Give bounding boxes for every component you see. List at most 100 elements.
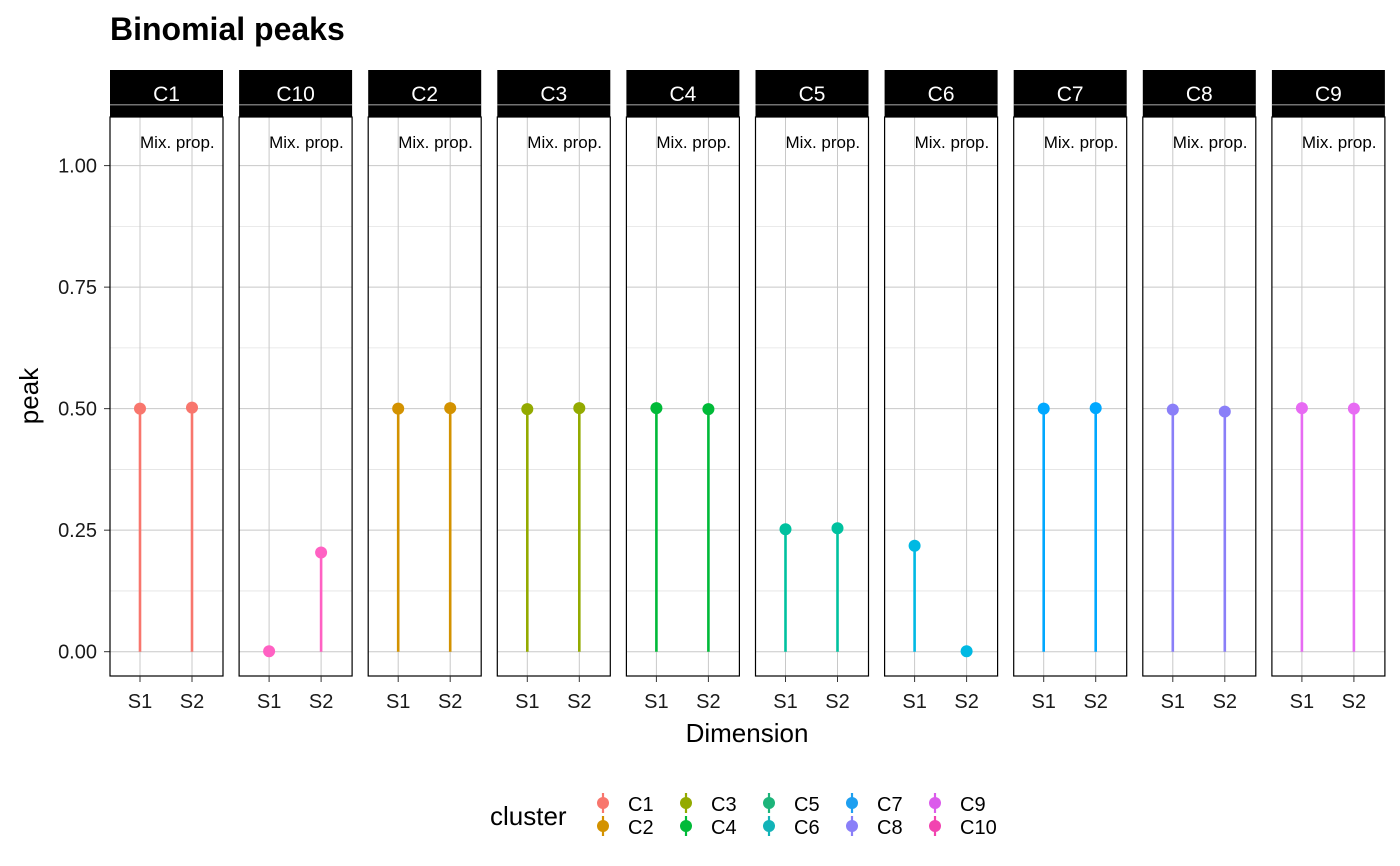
- mix-prop-annotation: Mix. prop.: [1044, 133, 1119, 152]
- panel-border: [1142, 116, 1257, 677]
- mix-prop-annotation: Mix. prop.: [1302, 133, 1377, 152]
- x-tick-label: S1: [1161, 691, 1185, 713]
- legend-label: C7: [877, 794, 903, 816]
- y-axis-title: peak: [14, 367, 44, 424]
- strip-label: C8: [1186, 83, 1213, 106]
- point-s2: [1089, 402, 1102, 415]
- x-tick-label: S2: [180, 691, 204, 713]
- x-tick-label: S1: [902, 691, 926, 713]
- strip-header: [497, 70, 611, 117]
- mix-prop-annotation: Mix. prop.: [1173, 133, 1248, 152]
- panel-border: [883, 116, 999, 677]
- panel-border: [754, 116, 870, 677]
- strip-header: [1013, 70, 1127, 117]
- strip-label: C4: [669, 83, 696, 106]
- legend-item-c9: C9: [929, 793, 986, 816]
- point-s2: [1347, 402, 1360, 415]
- strip-label: C9: [1315, 83, 1342, 106]
- facet-panel-c8: C8 Mix. prop. S1 S2: [1142, 70, 1257, 713]
- x-tick-label: S1: [128, 691, 152, 713]
- legend-key-point: [597, 820, 609, 832]
- y-tick-label: 0.50: [58, 399, 97, 421]
- legend-item-c10: C10: [929, 816, 997, 839]
- point-s2: [702, 403, 715, 416]
- legend-key-point: [680, 797, 692, 809]
- facet-panel-c1: C1 Mix. prop. S1 S2: [109, 70, 224, 713]
- point-s1: [1166, 403, 1179, 416]
- panel-border: [496, 116, 611, 677]
- mix-prop-annotation: Mix. prop.: [140, 133, 215, 152]
- legend-key-point: [929, 820, 941, 832]
- x-tick-label: S2: [309, 691, 333, 713]
- facet-panel-c2: C2 Mix. prop. S1 S2: [367, 70, 482, 713]
- x-axis-title: Dimension: [686, 718, 809, 748]
- x-tick-label: S2: [954, 691, 978, 713]
- point-s2: [960, 645, 973, 658]
- mix-prop-annotation: Mix. prop.: [398, 133, 473, 152]
- point-s1: [521, 403, 534, 416]
- mix-prop-annotation: Mix. prop.: [527, 133, 602, 152]
- x-tick-label: S1: [644, 691, 668, 713]
- strip-header: [368, 70, 482, 117]
- legend-key-point: [846, 797, 858, 809]
- strip-header: [1142, 70, 1256, 117]
- x-tick-label: S2: [1342, 691, 1366, 713]
- point-s2: [831, 522, 844, 535]
- mix-prop-annotation: Mix. prop.: [915, 133, 990, 152]
- strip-label: C7: [1057, 83, 1084, 106]
- panel-border: [1013, 116, 1128, 677]
- mix-prop-annotation: Mix. prop.: [656, 133, 731, 152]
- strip-header: [1271, 70, 1385, 117]
- panel-border: [238, 116, 353, 677]
- x-tick-label: S2: [1213, 691, 1237, 713]
- strip-header: [110, 70, 223, 117]
- mix-prop-annotation: Mix. prop.: [786, 133, 861, 152]
- strip-label: C1: [153, 83, 180, 106]
- legend-label: C6: [794, 817, 820, 839]
- legend-key-point: [846, 820, 858, 832]
- panel-border: [1271, 116, 1386, 677]
- legend-item-c5: C5: [763, 793, 820, 816]
- panel-border: [109, 116, 224, 677]
- facet-panel-c4: C4 Mix. prop. S1 S2: [625, 70, 741, 713]
- legend-item-c1: C1: [597, 793, 654, 816]
- strip-header: [755, 70, 869, 117]
- point-s2: [1218, 405, 1231, 418]
- strip-label: C6: [928, 83, 955, 106]
- x-tick-label: S1: [257, 691, 281, 713]
- point-s2: [186, 401, 198, 414]
- legend-item-c8: C8: [846, 816, 903, 839]
- point-s2: [444, 402, 457, 415]
- facet-panel-c6: C6 Mix. prop. S1 S2: [883, 70, 999, 713]
- y-tick-label: 1.00: [58, 156, 97, 178]
- legend-key-point: [597, 797, 609, 809]
- strip-header: [239, 70, 353, 117]
- legend-label: C1: [628, 794, 654, 816]
- y-axis: 0.00 0.25 0.50 0.75 1.00: [58, 156, 110, 664]
- legend-title: cluster: [490, 801, 567, 831]
- facet-panel-c10: C10 Mix. prop. S1 S2: [238, 70, 353, 713]
- legend-item-c6: C6: [763, 816, 820, 839]
- strip-label: C2: [411, 83, 438, 106]
- legend-key-point: [763, 797, 775, 809]
- legend-label: C3: [711, 794, 737, 816]
- legend-label: C5: [794, 794, 820, 816]
- legend-key-point: [763, 820, 775, 832]
- strip-label: C10: [276, 83, 315, 106]
- x-tick-label: S1: [1031, 691, 1055, 713]
- point-s1: [1037, 402, 1050, 415]
- facet-panel-c9: C9 Mix. prop. S1 S2: [1271, 70, 1386, 713]
- point-s1: [908, 539, 921, 552]
- chart-title: Binomial peaks: [110, 11, 345, 47]
- point-s2: [315, 546, 328, 559]
- facet-panel-c5: C5 Mix. prop. S1 S2: [754, 70, 870, 713]
- legend-key-point: [680, 820, 692, 832]
- legend-item-c4: C4: [680, 816, 737, 839]
- x-tick-label: S1: [515, 691, 539, 713]
- facet-panel-c3: C3 Mix. prop. S1 S2: [496, 70, 611, 713]
- x-tick-label: S1: [773, 691, 797, 713]
- x-tick-label: S2: [438, 691, 462, 713]
- legend-label: C4: [711, 817, 737, 839]
